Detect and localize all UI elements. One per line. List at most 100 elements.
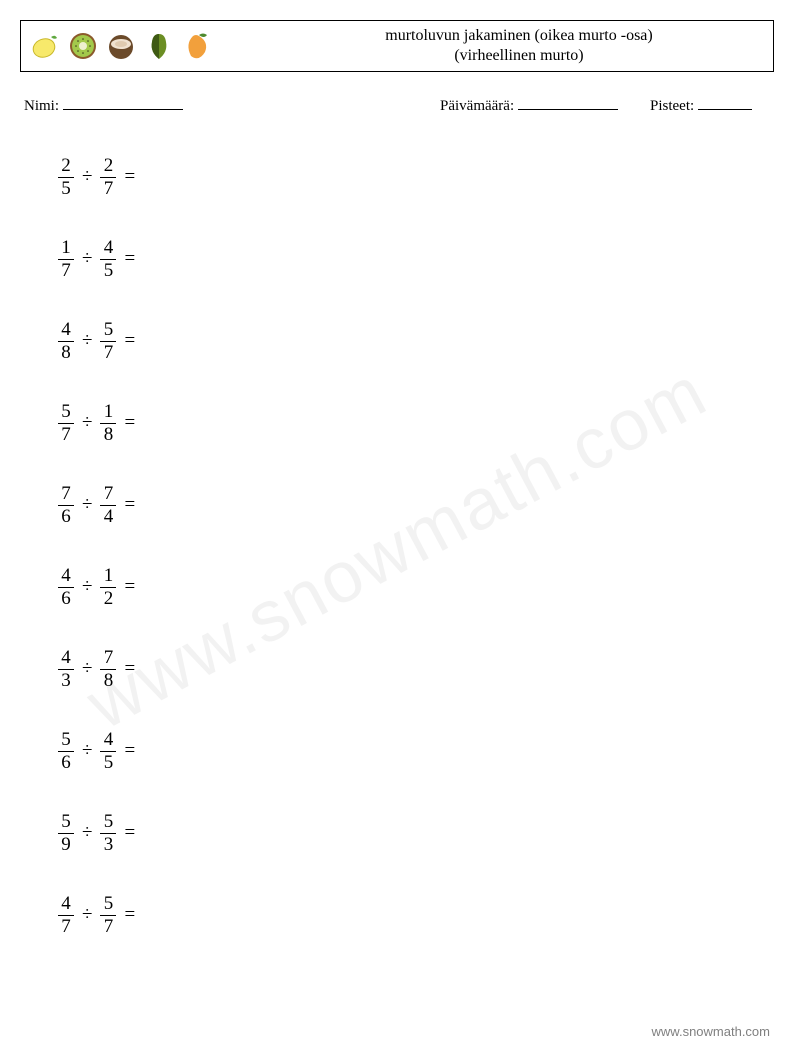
denominator: 5 xyxy=(61,179,71,199)
numerator: 5 xyxy=(61,402,71,422)
denominator: 4 xyxy=(104,507,114,527)
denominator: 3 xyxy=(104,835,114,855)
problem-row: 56 ÷ 45 = xyxy=(58,725,774,777)
numerator: 4 xyxy=(104,238,114,258)
name-label: Nimi: xyxy=(24,98,59,114)
numerator: 2 xyxy=(104,156,114,176)
numerator: 4 xyxy=(61,648,71,668)
denominator: 7 xyxy=(61,917,71,937)
problem-row: 43÷78= xyxy=(58,643,774,695)
fraction-a: 43 xyxy=(58,648,74,691)
avocado-icon xyxy=(143,30,175,62)
fraction-a: 59 xyxy=(58,812,74,855)
fraction-a: 56 xyxy=(58,730,74,773)
denominator: 8 xyxy=(104,425,114,445)
equals-sign: = xyxy=(124,330,135,352)
fraction-a: 17 xyxy=(58,238,74,281)
fraction-b: 57 xyxy=(100,894,116,937)
mango-icon xyxy=(181,30,213,62)
numerator: 5 xyxy=(104,894,114,914)
name-field: Nimi: xyxy=(24,96,440,115)
problem-row: 25÷27= xyxy=(58,151,774,203)
denominator: 3 xyxy=(61,671,71,691)
fraction-b: 18 xyxy=(100,402,116,445)
fraction-a: 47 xyxy=(58,894,74,937)
operator-divide: ÷ xyxy=(82,330,92,352)
denominator: 9 xyxy=(61,835,71,855)
numerator: 4 xyxy=(61,894,71,914)
problem-row: 17÷45= xyxy=(58,233,774,285)
equals-sign: = xyxy=(124,166,135,188)
numerator: 1 xyxy=(104,566,114,586)
page-title: murtoluvun jakaminen (oikea murto -osa) … xyxy=(213,26,765,66)
numerator: 5 xyxy=(61,730,71,750)
operator-divide: ÷ xyxy=(82,658,92,680)
lemon-icon xyxy=(29,30,61,62)
fraction-b: 45 xyxy=(100,238,116,281)
denominator: 7 xyxy=(104,343,114,363)
denominator: 7 xyxy=(61,425,71,445)
operator-divide: ÷ xyxy=(82,576,92,598)
info-row: Nimi: Päivämäärä: Pisteet: xyxy=(20,96,774,115)
numerator: 7 xyxy=(61,484,71,504)
equals-sign: = xyxy=(124,658,135,680)
numerator: 4 xyxy=(61,320,71,340)
problem-row: 46÷12= xyxy=(58,561,774,613)
footer-url: www.snowmath.com xyxy=(652,1024,770,1039)
problem-row: 48÷57= xyxy=(58,315,774,367)
operator-divide: ÷ xyxy=(82,412,92,434)
score-label: Pisteet: xyxy=(650,98,694,114)
denominator: 7 xyxy=(104,917,114,937)
denominator: 5 xyxy=(104,753,114,773)
date-blank[interactable] xyxy=(518,96,618,110)
equals-sign: = xyxy=(124,576,135,598)
operator-divide: ÷ xyxy=(82,166,92,188)
numerator: 5 xyxy=(104,320,114,340)
score-field: Pisteet: xyxy=(650,96,770,115)
problem-row: 57÷18= xyxy=(58,397,774,449)
fraction-b: 27 xyxy=(100,156,116,199)
operator-divide: ÷ xyxy=(82,248,92,270)
operator-divide: ÷ xyxy=(82,822,92,844)
date-field: Päivämäärä: xyxy=(440,96,650,115)
denominator: 8 xyxy=(61,343,71,363)
denominator: 7 xyxy=(61,261,71,281)
fraction-a: 76 xyxy=(58,484,74,527)
numerator: 4 xyxy=(61,566,71,586)
fraction-b: 57 xyxy=(100,320,116,363)
date-label: Päivämäärä: xyxy=(440,98,514,114)
fraction-b: 12 xyxy=(100,566,116,609)
coconut-icon xyxy=(105,30,137,62)
title-line-1: murtoluvun jakaminen (oikea murto -osa) xyxy=(385,27,652,44)
equals-sign: = xyxy=(124,822,135,844)
fraction-a: 48 xyxy=(58,320,74,363)
equals-sign: = xyxy=(124,494,135,516)
fraction-b: 78 xyxy=(100,648,116,691)
denominator: 6 xyxy=(61,589,71,609)
equals-sign: = xyxy=(124,248,135,270)
equals-sign: = xyxy=(124,740,135,762)
header-box: murtoluvun jakaminen (oikea murto -osa) … xyxy=(20,20,774,72)
problem-row: 47÷57= xyxy=(58,889,774,941)
problem-list: 25÷27=17÷45=48÷57=57÷18=76÷74=46÷12=43÷7… xyxy=(20,151,774,941)
fraction-b: 53 xyxy=(100,812,116,855)
operator-divide: ÷ xyxy=(82,740,92,762)
fraction-a: 25 xyxy=(58,156,74,199)
denominator: 7 xyxy=(104,179,114,199)
denominator: 5 xyxy=(104,261,114,281)
operator-divide: ÷ xyxy=(82,494,92,516)
denominator: 8 xyxy=(104,671,114,691)
name-blank[interactable] xyxy=(63,96,183,110)
numerator: 7 xyxy=(104,648,114,668)
fraction-b: 74 xyxy=(100,484,116,527)
fraction-a: 46 xyxy=(58,566,74,609)
problem-row: 76÷74= xyxy=(58,479,774,531)
numerator: 1 xyxy=(61,238,71,258)
numerator: 7 xyxy=(104,484,114,504)
title-line-2: (virheellinen murto) xyxy=(454,47,583,64)
denominator: 2 xyxy=(104,589,114,609)
fraction-b: 45 xyxy=(100,730,116,773)
fraction-a: 57 xyxy=(58,402,74,445)
equals-sign: = xyxy=(124,412,135,434)
score-blank[interactable] xyxy=(698,96,752,110)
